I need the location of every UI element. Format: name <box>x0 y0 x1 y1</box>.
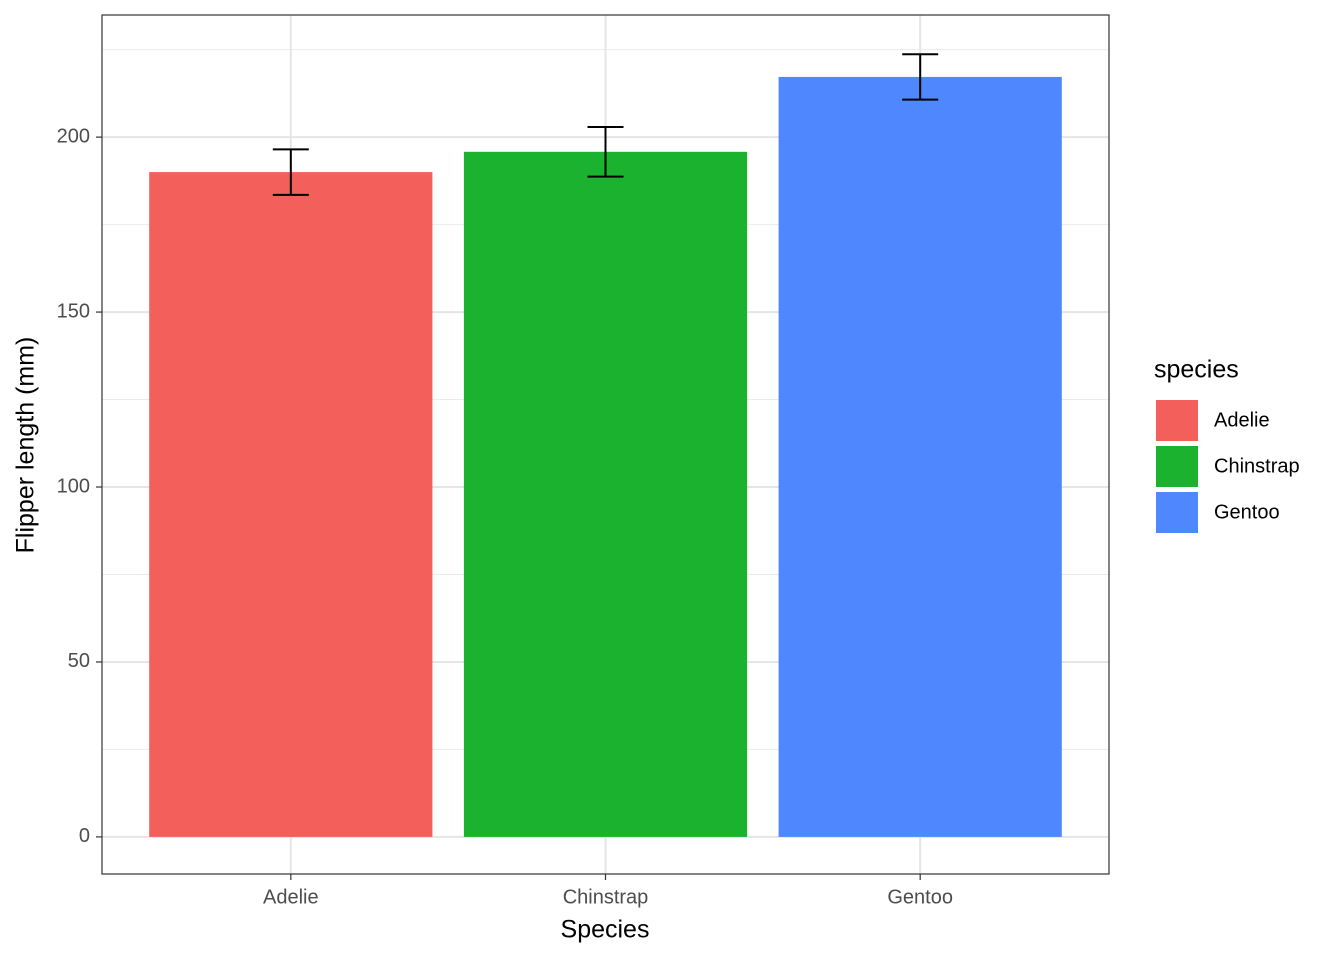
y-tick-label: 200 <box>57 125 90 147</box>
legend-label: Chinstrap <box>1214 455 1300 477</box>
bar <box>778 76 1062 837</box>
error-bar <box>587 125 624 178</box>
bar <box>463 151 748 837</box>
legend-label: Adelie <box>1214 409 1270 431</box>
legend-key <box>1156 492 1198 533</box>
y-tick-label: 50 <box>68 650 90 672</box>
y-axis-title: Flipper length (mm) <box>12 337 40 554</box>
x-tick-label: Adelie <box>263 886 319 908</box>
y-tick-label: 150 <box>57 300 90 322</box>
x-axis-title: Species <box>561 916 650 944</box>
legend-title: species <box>1154 356 1239 384</box>
y-tick-label: 100 <box>57 475 90 497</box>
x-tick-label: Gentoo <box>887 886 953 908</box>
x-tick-label: Chinstrap <box>563 886 649 908</box>
legend-key <box>1156 446 1198 487</box>
bar <box>149 172 433 837</box>
error-bar <box>902 53 939 101</box>
legend-key <box>1156 400 1198 441</box>
y-tick-label: 0 <box>79 825 90 847</box>
marks-layer <box>149 53 1062 837</box>
legend-label: Gentoo <box>1214 501 1280 523</box>
error-bar <box>272 148 309 196</box>
